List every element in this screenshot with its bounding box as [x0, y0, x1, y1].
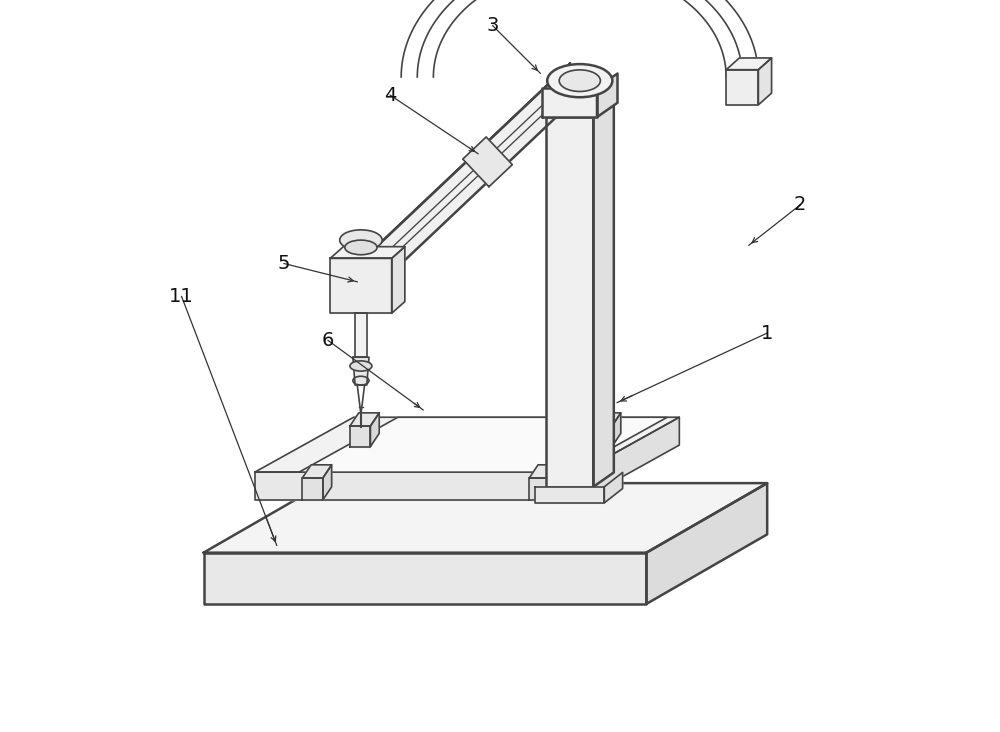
Polygon shape [581, 417, 679, 500]
Ellipse shape [547, 64, 612, 97]
Text: 11: 11 [169, 287, 194, 306]
Polygon shape [463, 137, 512, 187]
Polygon shape [542, 88, 597, 117]
Polygon shape [255, 472, 581, 500]
Polygon shape [612, 413, 621, 447]
Polygon shape [592, 413, 621, 426]
Polygon shape [204, 483, 767, 553]
Text: 1: 1 [761, 324, 773, 343]
Polygon shape [758, 58, 772, 105]
Polygon shape [355, 63, 570, 267]
Polygon shape [323, 465, 332, 500]
Polygon shape [355, 313, 367, 357]
Polygon shape [535, 487, 604, 503]
Polygon shape [529, 478, 550, 500]
Polygon shape [302, 465, 332, 478]
Ellipse shape [345, 240, 377, 255]
Text: 6: 6 [322, 331, 334, 350]
Polygon shape [330, 247, 405, 258]
Polygon shape [726, 70, 758, 105]
Polygon shape [726, 58, 772, 70]
Polygon shape [299, 417, 667, 472]
Polygon shape [646, 483, 767, 604]
Polygon shape [593, 102, 614, 487]
Ellipse shape [350, 361, 372, 371]
Ellipse shape [559, 70, 600, 92]
Polygon shape [355, 74, 580, 289]
Polygon shape [350, 426, 370, 447]
Text: 5: 5 [278, 254, 290, 273]
Ellipse shape [340, 230, 382, 250]
Polygon shape [529, 465, 559, 478]
Polygon shape [350, 413, 379, 426]
Polygon shape [204, 553, 646, 604]
Text: 3: 3 [486, 16, 499, 35]
Text: 4: 4 [384, 86, 396, 105]
Text: 2: 2 [794, 195, 806, 214]
Polygon shape [353, 357, 369, 385]
Polygon shape [592, 426, 612, 447]
Polygon shape [302, 478, 323, 500]
Polygon shape [546, 117, 593, 487]
Polygon shape [370, 413, 379, 447]
Polygon shape [604, 472, 623, 503]
Polygon shape [550, 465, 559, 500]
Polygon shape [255, 417, 679, 472]
Polygon shape [330, 258, 392, 313]
Polygon shape [597, 73, 617, 117]
Polygon shape [392, 247, 405, 313]
